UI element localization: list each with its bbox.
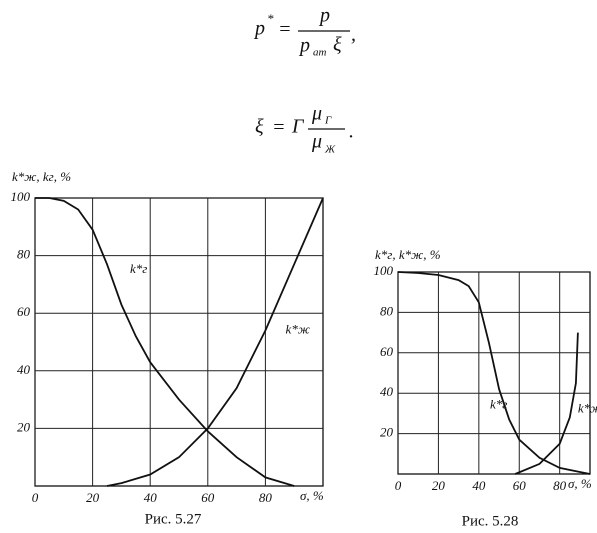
y-tick-label: 60 <box>17 304 31 319</box>
data-line <box>514 332 579 475</box>
x-tick-label: 80 <box>259 490 273 505</box>
series-label: k*г <box>130 261 147 276</box>
formula-coef: Γ <box>291 116 305 138</box>
x-tick-label: 0 <box>395 478 402 493</box>
caption: Рис. 5.27 <box>145 511 202 527</box>
x-tick-label: 40 <box>144 490 158 505</box>
y-tick-label: 80 <box>17 247 31 262</box>
data-line <box>397 271 591 475</box>
x-tick-label: 20 <box>432 478 446 493</box>
y-tick-label: 100 <box>11 189 31 204</box>
caption: Рис. 5.28 <box>462 513 519 529</box>
formula-num: p <box>318 5 330 27</box>
y-tick-label: 20 <box>17 419 31 434</box>
formula-sup: * <box>267 11 274 26</box>
x-tick-label: 0 <box>32 490 39 505</box>
series-label: k*г <box>490 396 507 411</box>
formula-den: μ <box>311 131 322 153</box>
series-label: k*ж <box>578 400 597 415</box>
y-tick-label: 40 <box>380 384 394 399</box>
y-tick-label: 80 <box>380 303 394 318</box>
y-tick-label: 20 <box>380 425 394 440</box>
x-tick-label: 80 <box>553 478 567 493</box>
formula-num-sub: Г <box>324 115 332 127</box>
y-axis-label: k*г, k*ж, % <box>375 247 441 262</box>
x-axis-label: σ, % <box>300 488 324 503</box>
formula-end: , <box>351 24 356 46</box>
chart: 20 40 60 80 100 0 20 40 60 80 k*ж, kг, % σ, % Рис. 5… <box>11 169 324 527</box>
data-line <box>106 197 324 487</box>
x-tick-label: 60 <box>513 478 527 493</box>
formula-eq: = <box>272 117 286 139</box>
x-tick-label: 20 <box>86 490 100 505</box>
data-line <box>35 197 295 487</box>
series-label: k*ж <box>286 321 310 336</box>
formula-num: μ <box>311 103 322 125</box>
x-tick-label: 40 <box>472 478 486 493</box>
formula-lhs: p <box>253 18 265 40</box>
formula-lhs: ξ <box>255 116 264 138</box>
formula-den: p <box>298 35 310 57</box>
formula-den-sub: ат <box>313 47 327 59</box>
x-axis-label: σ, % <box>568 476 592 491</box>
y-tick-label: 100 <box>374 263 394 278</box>
formula-1: p * = p p ат ξ , <box>253 5 356 59</box>
formula-eq: = <box>278 19 292 41</box>
plot-frame <box>34 197 324 487</box>
x-tick-label: 60 <box>201 490 215 505</box>
formula-end: . <box>349 121 354 143</box>
formula-2: ξ = Γ μ Г μ Ж . <box>255 103 354 156</box>
plot-frame <box>397 271 591 475</box>
formula-den-sub: Ж <box>324 144 336 156</box>
y-tick-label: 60 <box>380 344 394 359</box>
chart: 20 40 60 80 100 0 20 40 60 80 k*г, k*ж, % σ, % Рис. … <box>374 247 597 529</box>
y-tick-label: 40 <box>17 362 31 377</box>
formula-den-tail: ξ <box>333 34 342 56</box>
y-axis-label: k*ж, kг, % <box>12 169 71 184</box>
